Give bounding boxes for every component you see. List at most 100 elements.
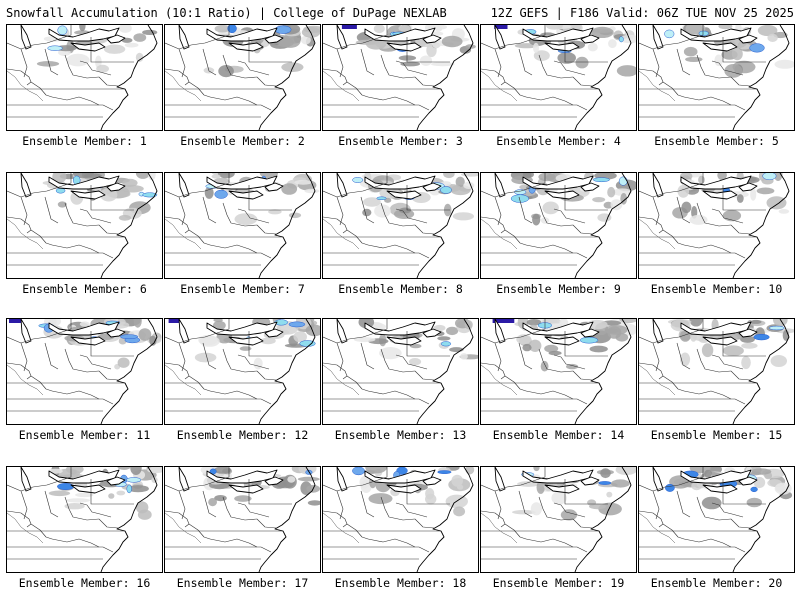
state-border (222, 348, 258, 373)
state-border (518, 342, 533, 370)
snowfall-map (323, 467, 475, 572)
state-border (165, 252, 272, 259)
state-border (414, 370, 435, 381)
state-border (7, 484, 22, 492)
lake-outline (178, 25, 190, 50)
ensemble-member-label: Ensemble Member: 4 (496, 134, 621, 148)
snowfall-map (639, 173, 790, 278)
ensemble-member-label: Ensemble Member: 14 (492, 428, 625, 442)
state-border (494, 467, 546, 492)
state-border (165, 216, 190, 234)
snowfall-map (481, 467, 636, 572)
river-line (165, 512, 202, 544)
state-border (406, 37, 450, 63)
lake-outline (336, 467, 348, 492)
state-border (414, 224, 435, 235)
state-border (178, 342, 186, 372)
river-line (481, 70, 518, 102)
river-line (165, 364, 202, 396)
state-border (553, 354, 586, 370)
coastline (258, 173, 316, 278)
state-border (711, 502, 744, 518)
coastline (732, 25, 790, 130)
state-border (652, 48, 660, 78)
river-line (481, 218, 518, 250)
state-border (30, 229, 53, 246)
state-border (730, 518, 751, 529)
ensemble-member-map-18 (322, 466, 479, 573)
lake-outline (178, 467, 190, 492)
state-border (209, 538, 258, 548)
state-border (639, 546, 746, 553)
ensemble-member-label: Ensemble Member: 6 (22, 282, 147, 296)
ensemble-member-label: Ensemble Member: 7 (180, 282, 305, 296)
state-border (51, 538, 100, 548)
state-border (98, 518, 119, 529)
lake-outline (652, 25, 664, 50)
state-border (336, 342, 344, 372)
state-border (202, 48, 217, 76)
state-border (64, 348, 100, 373)
state-border (676, 196, 691, 224)
state-border (494, 342, 502, 372)
state-border (346, 81, 369, 98)
state-border (20, 490, 28, 520)
coastline (574, 467, 632, 572)
state-border (572, 518, 593, 529)
ensemble-member-label: Ensemble Member: 18 (334, 576, 467, 590)
state-border (222, 54, 258, 79)
state-border (380, 54, 416, 79)
state-border (165, 42, 180, 50)
river-line (7, 364, 44, 396)
state-border (20, 467, 72, 492)
state-border (202, 490, 217, 518)
state-border (639, 484, 654, 492)
state-border (481, 510, 506, 528)
river-line (165, 218, 202, 250)
state-border (380, 496, 416, 521)
lake-outline (336, 25, 348, 50)
state-border (494, 490, 502, 520)
state-border (564, 37, 608, 63)
state-border (367, 244, 416, 254)
state-border (652, 319, 704, 344)
river-line (7, 512, 44, 544)
state-border (380, 202, 416, 227)
state-border (237, 60, 270, 76)
lake-outline (652, 319, 664, 344)
state-border (696, 202, 732, 227)
lake-outline (206, 321, 278, 336)
snowfall-map (481, 173, 636, 278)
state-border (323, 336, 338, 344)
ensemble-member-label: Ensemble Member: 10 (650, 282, 783, 296)
lake-outline (228, 190, 264, 200)
snowfall-map (7, 173, 158, 278)
snowfall-map (323, 319, 478, 424)
state-border (683, 538, 732, 548)
state-border (662, 229, 685, 246)
lake-outline (544, 42, 580, 52)
lake-outline (738, 34, 758, 44)
lake-outline (422, 328, 442, 338)
state-border (639, 336, 654, 344)
river-line (481, 364, 518, 396)
coastline (574, 173, 632, 278)
snowfall-map (165, 467, 320, 572)
state-border (7, 398, 114, 405)
state-border (336, 467, 388, 492)
lake-outline (494, 173, 506, 198)
ensemble-member-map-1 (6, 24, 163, 131)
state-border (323, 190, 338, 198)
state-border (7, 190, 22, 198)
lake-outline (702, 484, 738, 494)
state-border (165, 398, 272, 405)
state-border (360, 196, 375, 224)
ensemble-member-label: Ensemble Member: 1 (22, 134, 147, 148)
state-border (730, 370, 751, 381)
state-border (44, 196, 59, 224)
state-border (564, 479, 608, 505)
lake-outline (422, 34, 442, 44)
lake-outline (580, 182, 600, 192)
state-border (64, 496, 100, 521)
state-border (98, 76, 119, 87)
